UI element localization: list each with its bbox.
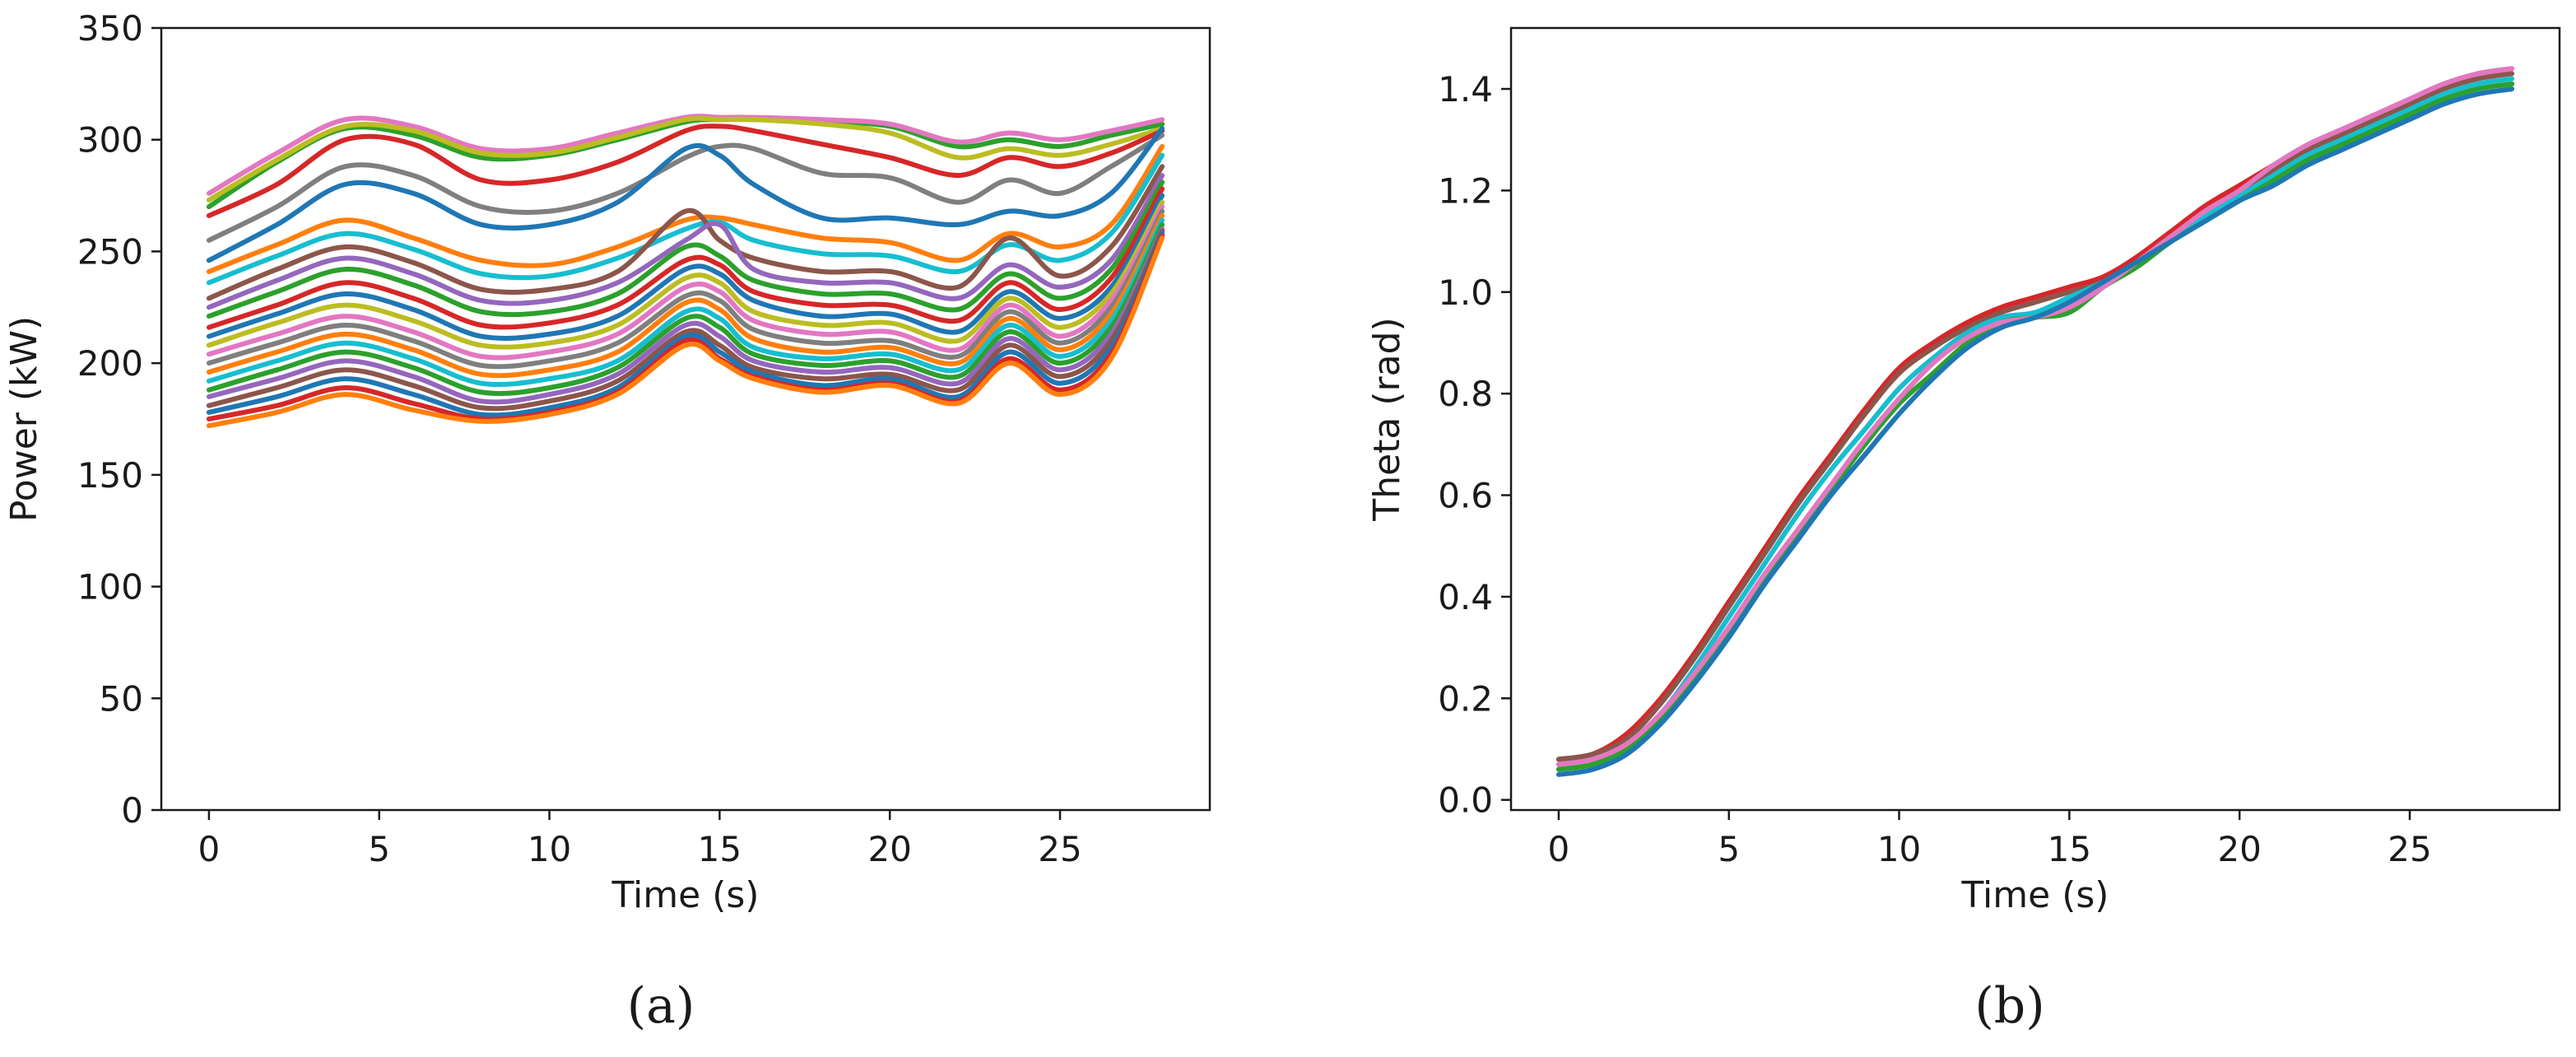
y-tick-label: 200 xyxy=(77,343,143,384)
series-line-6 xyxy=(206,126,1165,263)
series-line-17 xyxy=(206,213,1165,379)
y-tick-label: 350 xyxy=(77,8,143,49)
series-line-20 xyxy=(206,226,1165,405)
series-line-6 xyxy=(1555,86,2515,777)
y-tick-label: 50 xyxy=(100,678,143,719)
plot-frame xyxy=(1509,26,2561,812)
series-line-9 xyxy=(206,164,1165,301)
series-line-24 xyxy=(206,235,1165,429)
series-line-10 xyxy=(206,173,1165,310)
x-tick-label: 0 xyxy=(198,829,221,869)
x-tick-label: 15 xyxy=(698,829,742,869)
x-tick-label: 25 xyxy=(1038,829,1081,869)
y-tick-label: 1.4 xyxy=(1438,69,1493,109)
y-tick-label: 0.0 xyxy=(1438,780,1493,821)
x-tick-label: 15 xyxy=(2048,829,2091,869)
y-tick-label: 100 xyxy=(77,567,143,608)
x-tick-label: 0 xyxy=(1548,829,1570,869)
plot-frame xyxy=(160,26,1211,812)
y-tick-label: 0 xyxy=(121,790,143,831)
caption-a: (a) xyxy=(627,977,695,1035)
x-tick-label: 25 xyxy=(2388,829,2431,869)
series-line-13 xyxy=(206,193,1165,341)
x-tick-label: 10 xyxy=(1877,829,1921,869)
series-line-11 xyxy=(206,179,1165,319)
series-line-15 xyxy=(206,204,1165,361)
y-tick-label: 250 xyxy=(77,231,143,272)
x-tick-label: 10 xyxy=(528,829,571,869)
y-tick-label: 150 xyxy=(77,455,143,496)
series-line-2 xyxy=(1555,71,2515,762)
x-axis-label: Time (s) xyxy=(1961,874,2109,916)
series-line-4 xyxy=(206,123,1165,218)
series-line-3 xyxy=(206,115,1165,203)
y-tick-label: 0.8 xyxy=(1438,374,1493,414)
chart-panel-b: 0 5 10 15 20 25 0.0 0.2 0.4 0.6 0.8 1.0 1.2 1.4 Time (… xyxy=(1366,26,2561,916)
y-tick-label: 300 xyxy=(77,120,143,161)
y-tick-label: 0.2 xyxy=(1438,678,1493,719)
y-tick-label: 1.2 xyxy=(1438,170,1493,211)
series-line-3 xyxy=(1555,76,2515,767)
series-line-18 xyxy=(206,217,1165,388)
series-line-7 xyxy=(206,143,1165,274)
x-tick-label: 20 xyxy=(2217,829,2261,869)
caption-b: (b) xyxy=(1974,977,2044,1035)
series-group xyxy=(1555,66,2515,777)
series-line-5 xyxy=(206,133,1165,243)
y-axis-label: Theta (rad) xyxy=(1366,317,1408,521)
series-line-22 xyxy=(206,230,1165,418)
series-line-16 xyxy=(206,208,1165,370)
series-line-21 xyxy=(206,229,1165,412)
x-tick-label: 5 xyxy=(368,829,390,869)
series-group xyxy=(206,114,1165,429)
x-tick-label: 5 xyxy=(1718,829,1740,869)
series-line-14 xyxy=(206,199,1165,350)
series-line-19 xyxy=(206,221,1165,396)
y-axis-label: Power (kW) xyxy=(3,316,45,522)
y-tick-label: 0.4 xyxy=(1438,577,1493,617)
series-line-12 xyxy=(206,186,1165,330)
x-tick-label: 20 xyxy=(867,829,911,869)
y-tick-label: 1.0 xyxy=(1438,272,1493,313)
x-axis-label: Time (s) xyxy=(611,874,760,916)
y-tick-label: 0.6 xyxy=(1438,476,1493,516)
